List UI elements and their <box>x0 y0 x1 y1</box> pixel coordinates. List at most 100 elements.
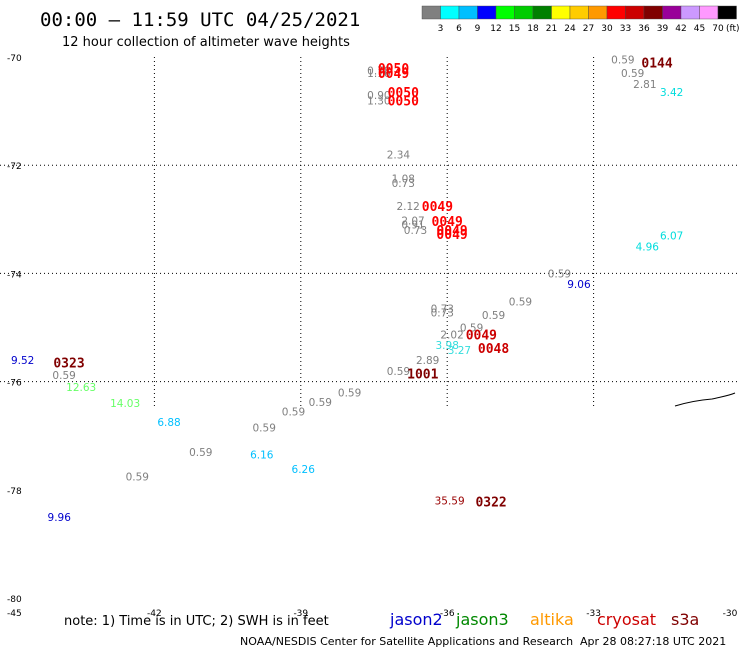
time-labels: 0050004900500050004900490049004900490048… <box>53 56 673 510</box>
wave-height-label: 0.59 <box>253 423 276 435</box>
wave-height-label: 0.59 <box>282 406 305 418</box>
wave-height-label: 3.98 <box>436 340 459 352</box>
time-label: 0050 <box>378 62 409 77</box>
legend-s3a: s3a <box>671 610 699 629</box>
wave-height-label: 0.59 <box>482 310 505 322</box>
colorbar-tick-label: 33 <box>620 24 631 34</box>
wave-height-label: 0.90 <box>367 90 390 102</box>
note-text: note: 1) Time is in UTC; 2) SWH is in fe… <box>64 614 329 629</box>
colorbar-tick-label: 6 <box>456 24 462 34</box>
wave-height-label: 0.73 <box>404 225 427 237</box>
colorbar-swatch <box>551 5 571 20</box>
time-label: 0049 <box>466 329 497 344</box>
colorbar-tick-label: 21 <box>546 24 557 34</box>
colorbar-swatch <box>421 5 441 20</box>
legend-jason2: jason2 <box>389 610 443 629</box>
colorbar-swatch <box>532 5 552 20</box>
colorbar-swatch <box>458 5 478 20</box>
colorbar-swatch <box>717 5 737 20</box>
latitude-label: -72 <box>7 162 22 172</box>
map-subtitle: 12 hour collection of altimeter wave hei… <box>62 35 350 50</box>
time-label: 1001 <box>407 367 438 382</box>
latitude-label: -70 <box>7 54 22 64</box>
wave-height-label: 1.08 <box>392 174 415 186</box>
map-title: 00:00 – 11:59 UTC 04/25/2021 <box>40 9 360 31</box>
longitude-label: -39 <box>293 609 308 619</box>
wave-height-label: 0.59 <box>460 323 483 335</box>
colorbar-tick-label: 3 <box>438 24 444 34</box>
wave-height-label: 2.81 <box>633 79 656 91</box>
colorbar-tick-label: 27 <box>583 24 594 34</box>
latitude-labels: -70 -72 -74 -76 -78 -80 <box>7 54 22 605</box>
wave-height-label: 2.89 <box>416 355 439 367</box>
longitude-label: -45 <box>7 609 22 619</box>
colorbar-tick-label: 12 <box>490 24 501 34</box>
wave-height-label: 0.59 <box>338 387 361 399</box>
wave-height-label: 0.78 <box>367 66 390 78</box>
wave-height-label: 0.59 <box>309 397 332 409</box>
time-label: 0144 <box>641 56 672 71</box>
map-grid <box>0 57 740 408</box>
colorbar-swatch <box>588 5 608 20</box>
colorbar-tick-label: 30 <box>601 24 613 34</box>
colorbar-swatch <box>514 5 534 20</box>
wave-height-label: 0.59 <box>611 55 634 67</box>
wave-height-label: 12.63 <box>66 382 96 394</box>
wave-height-label: 0.59 <box>387 366 410 378</box>
colorbar-swatch <box>680 5 700 20</box>
wave-height-label: 3.42 <box>660 87 683 99</box>
latitude-label: -78 <box>7 487 22 497</box>
wave-height-label: 2.34 <box>387 149 411 161</box>
wave-height-label: 0.59 <box>509 297 532 309</box>
colorbar: 3 6 9 12 15 18 21 24 27 30 33 36 39 42 45 70 <box>421 5 737 34</box>
colorbar-unit: (ft) <box>726 24 740 34</box>
longitude-label: -42 <box>147 609 162 619</box>
wave-height-label: 9.52 <box>11 355 34 367</box>
coastline <box>674 392 736 407</box>
colorbar-swatch <box>662 5 682 20</box>
wave-height-label: 0.59 <box>621 68 644 80</box>
time-label: 0049 <box>432 215 463 230</box>
time-label: 0323 <box>53 357 84 372</box>
colorbar-swatch <box>625 5 645 20</box>
colorbar-tick-label: 15 <box>509 24 520 34</box>
colorbar-tick-label: 45 <box>694 24 705 34</box>
colorbar-swatch <box>495 5 515 20</box>
legend-jason3: jason3 <box>455 610 509 629</box>
wave-height-label: 0.59 <box>189 447 212 459</box>
colorbar-swatch <box>569 5 589 20</box>
credit-text: NOAA/NESDIS Center for Satellite Applica… <box>240 635 573 648</box>
colorbar-swatch <box>643 5 663 20</box>
time-label: 0322 <box>475 496 506 511</box>
wave-height-label: 1.16 <box>367 68 391 80</box>
longitude-label: -33 <box>586 609 601 619</box>
satellite-legend: jason2 jason3 altika cryosat s3a <box>389 610 699 629</box>
colorbar-tick-label: 24 <box>564 24 576 34</box>
colorbar-tick-label: 18 <box>527 24 539 34</box>
longitude-label: -36 <box>440 609 455 619</box>
wave-height-label: 6.26 <box>292 464 316 476</box>
time-label: 0049 <box>422 200 453 215</box>
time-label: 0049 <box>436 228 467 243</box>
legend-cryosat: cryosat <box>597 610 656 629</box>
wave-height-label: 9.06 <box>567 279 591 291</box>
wave-height-label: 9.96 <box>48 512 72 524</box>
wave-height-label: 2.02 <box>440 330 463 342</box>
time-label: 0048 <box>478 342 509 357</box>
latitude-label: -76 <box>7 379 22 389</box>
time-label: 0049 <box>378 67 409 82</box>
wave-height-label: 0.73 <box>392 178 415 190</box>
wave-height-label: 6.07 <box>660 231 683 243</box>
wave-height-labels: 0.781.160.901.302.341.080.732.122.070.91… <box>11 55 683 524</box>
wave-height-label: 6.88 <box>157 417 180 429</box>
colorbar-tick-label: 39 <box>657 24 669 34</box>
time-label: 0049 <box>436 224 467 239</box>
longitude-labels: -45 -42 -39 -36 -33 -30 <box>7 609 738 619</box>
colorbar-tick-label: 9 <box>475 24 481 34</box>
wave-height-label: 3.27 <box>448 345 471 357</box>
latitude-label: -74 <box>7 270 22 280</box>
wave-height-label: 6.16 <box>250 450 274 462</box>
colorbar-swatch <box>440 5 460 20</box>
wave-height-label: 35.59 <box>435 496 465 508</box>
